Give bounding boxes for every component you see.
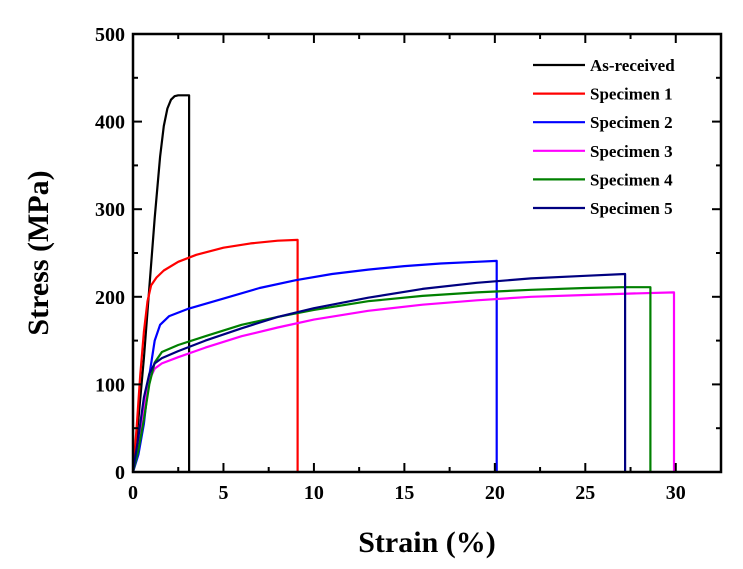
series-layer xyxy=(131,94,676,473)
legend-label: Specimen 2 xyxy=(590,113,673,132)
x-tick-label: 30 xyxy=(666,482,686,504)
y-tick-label: 400 xyxy=(95,112,125,134)
y-tick-label: 500 xyxy=(95,24,125,46)
legend-label: As-received xyxy=(590,56,675,75)
x-tick-label: 15 xyxy=(394,482,414,504)
legend-label: Specimen 1 xyxy=(590,85,673,104)
legend-label: Specimen 4 xyxy=(590,170,673,189)
legend: As-received Specimen 1 Specimen 2 Specimen … xyxy=(533,56,675,218)
x-tick-label: 5 xyxy=(218,482,228,504)
y-axis-title: Stress (MPa) xyxy=(22,170,55,335)
series-line-specimen-2 xyxy=(131,259,498,473)
legend-label: Specimen 5 xyxy=(590,199,673,218)
x-tick-label: 0 xyxy=(128,482,138,504)
y-tick-label: 200 xyxy=(95,287,125,309)
y-tick-label: 300 xyxy=(95,199,125,221)
series-line-specimen-4 xyxy=(131,286,652,473)
series-line-specimen-5 xyxy=(131,272,627,473)
x-tick-label: 25 xyxy=(575,482,595,504)
y-tick-label: 100 xyxy=(95,374,125,396)
x-axis-title: Strain (%) xyxy=(358,526,496,559)
ticks-layer xyxy=(132,33,722,473)
x-tick-label: 10 xyxy=(304,482,324,504)
series-line-specimen-3 xyxy=(131,291,676,473)
legend-label: Specimen 3 xyxy=(590,142,673,161)
series-line-specimen-1 xyxy=(131,238,299,473)
series-line-as-received xyxy=(131,94,191,473)
y-tick-label: 0 xyxy=(115,462,125,484)
x-tick-label: 20 xyxy=(485,482,505,504)
